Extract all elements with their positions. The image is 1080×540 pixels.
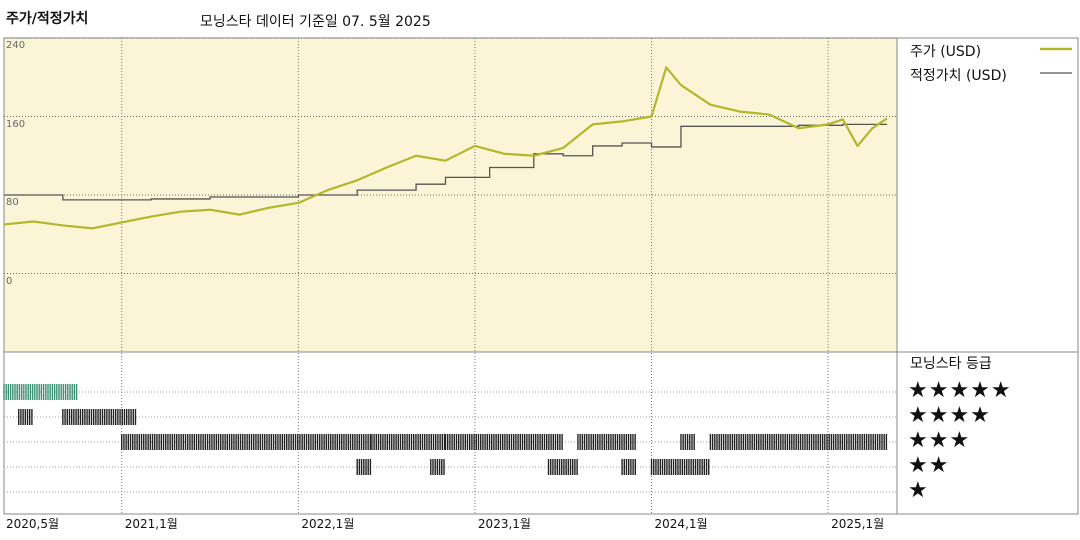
fair-value-line [4, 123, 887, 201]
data-date-caption: 모닝스타 데이터 기준일 07. 5월 2025 [200, 14, 431, 30]
y-tick-label: 240 [6, 40, 26, 51]
legend-fair-value-label: 적정가치 (USD) [910, 68, 1007, 84]
legend-column [896, 37, 1079, 515]
x-tick-label: 2023,1월 [477, 517, 531, 531]
y-tick-label: 160 [6, 118, 26, 130]
rating-1-star: ★ [908, 478, 929, 503]
legend-fair-value: 적정가치 (USD) [910, 65, 1007, 85]
rating-2-stars: ★★ [908, 453, 950, 478]
rating-4-stars: ★★★★ [908, 403, 991, 428]
x-tick-label: 2025,1월 [831, 517, 885, 531]
x-tick-label: 2020,5월 [6, 517, 60, 531]
rating-strip [3, 351, 898, 515]
rating-panel-title: 모닝스타 등급 [910, 356, 992, 372]
chart-section-title: 주가/적정가치 [6, 11, 89, 27]
legend-price-label: 주가 (USD) [910, 44, 982, 60]
x-tick-label: 2021,1월 [124, 517, 178, 531]
x-tick-label: 2022,1월 [301, 517, 355, 531]
rating-3-stars: ★★★ [908, 428, 971, 453]
x-tick-label: 2024,1월 [654, 517, 708, 531]
y-tick-label: 80 [6, 197, 19, 208]
legend-price: 주가 (USD) [910, 41, 981, 61]
y-tick-label: 0 [6, 275, 13, 287]
rating-5-stars: ★★★★★ [908, 378, 1012, 403]
price-line [3, 66, 888, 230]
